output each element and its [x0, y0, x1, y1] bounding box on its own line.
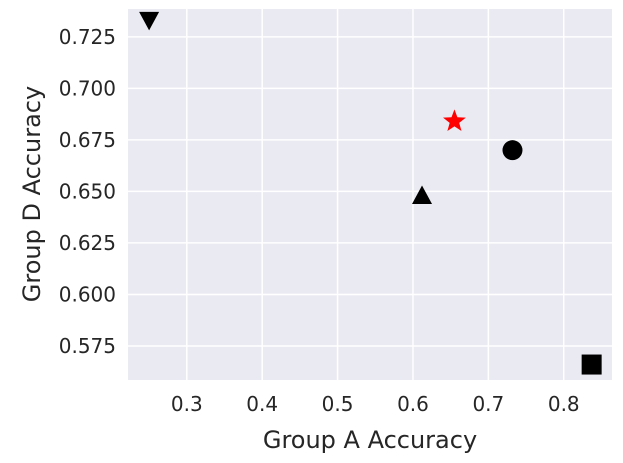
plot-background — [128, 9, 612, 380]
y-axis-label: Group D Accuracy — [18, 86, 46, 302]
x-tick-label: 0.8 — [548, 392, 580, 416]
y-tick-label: 0.700 — [59, 76, 116, 100]
x-axis-label: Group A Accuracy — [263, 426, 477, 454]
y-tick-label: 0.575 — [59, 334, 116, 358]
circle-marker — [502, 140, 523, 161]
x-tick-label: 0.3 — [171, 392, 203, 416]
y-tick-label: 0.650 — [59, 179, 116, 203]
y-tick-label: 0.725 — [59, 25, 116, 49]
data-points — [139, 11, 602, 375]
square-marker — [581, 354, 602, 375]
y-tick-label: 0.675 — [59, 128, 116, 152]
y-tick-labels: 0.575 0.600 0.625 0.650 0.675 0.700 0.725 — [59, 25, 116, 358]
x-tick-label: 0.6 — [397, 392, 429, 416]
y-tick-label: 0.625 — [59, 231, 116, 255]
triangle-down-marker — [139, 11, 160, 31]
x-tick-label: 0.4 — [246, 392, 278, 416]
y-tick-label: 0.600 — [59, 282, 116, 306]
grid-lines — [128, 9, 612, 380]
star-marker — [443, 109, 466, 132]
x-tick-labels: 0.3 0.4 0.5 0.6 0.7 0.8 — [171, 392, 580, 416]
x-tick-label: 0.5 — [322, 392, 354, 416]
triangle-up-marker — [412, 185, 433, 205]
x-tick-label: 0.7 — [472, 392, 504, 416]
